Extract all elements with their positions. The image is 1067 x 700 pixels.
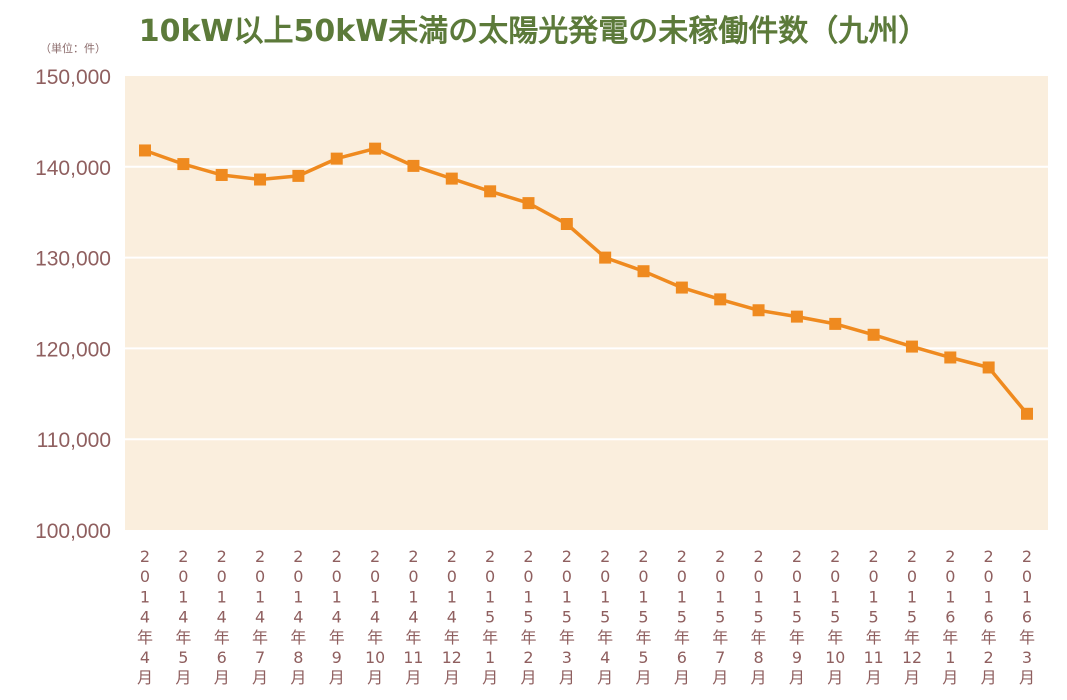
data-point [829,317,842,330]
x-tick-label: 2 0 1 5 年 12 月 [902,547,922,687]
data-point [522,197,535,210]
plot-area [125,76,1048,530]
data-point [714,293,727,306]
x-tick-label: 2 0 1 4 年 10 月 [365,547,385,687]
data-point [905,340,918,353]
data-point [139,144,151,157]
data-point [599,251,612,264]
chart-title: 10kW以上50kW未満の太陽光発電の未稼働件数（九州） [138,14,929,49]
data-point [254,173,267,186]
data-point [445,172,458,185]
y-tick-label: 130,000 [35,248,111,271]
unit-label: （単位：件） [40,42,106,55]
y-tick-label: 110,000 [37,429,111,452]
data-point [867,328,880,341]
y-tick-label: 100,000 [35,520,111,543]
x-tick-label: 2 0 1 5 年 11 月 [864,547,884,687]
data-point [330,152,343,165]
data-point [407,159,420,172]
data-point [560,218,573,231]
y-tick-label: 120,000 [35,338,111,361]
x-tick-label: 2 0 1 4 年 12 月 [442,547,462,687]
data-point [675,281,688,294]
x-tick-label: 2 0 1 4 年 11 月 [403,547,423,687]
data-point [752,304,765,317]
data-point [982,361,995,374]
y-tick-label: 150,000 [35,66,111,89]
data-point [484,185,497,198]
y-tick-label: 140,000 [35,157,111,180]
data-point [1021,407,1033,420]
data-point [177,158,190,171]
data-point [790,310,803,323]
x-tick-label: 2 0 1 5 年 10 月 [825,547,845,687]
data-point [215,168,228,181]
data-point [369,142,382,155]
series-line [144,146,1029,415]
data-point [944,351,957,364]
data-point [637,265,650,278]
data-point [292,169,305,182]
